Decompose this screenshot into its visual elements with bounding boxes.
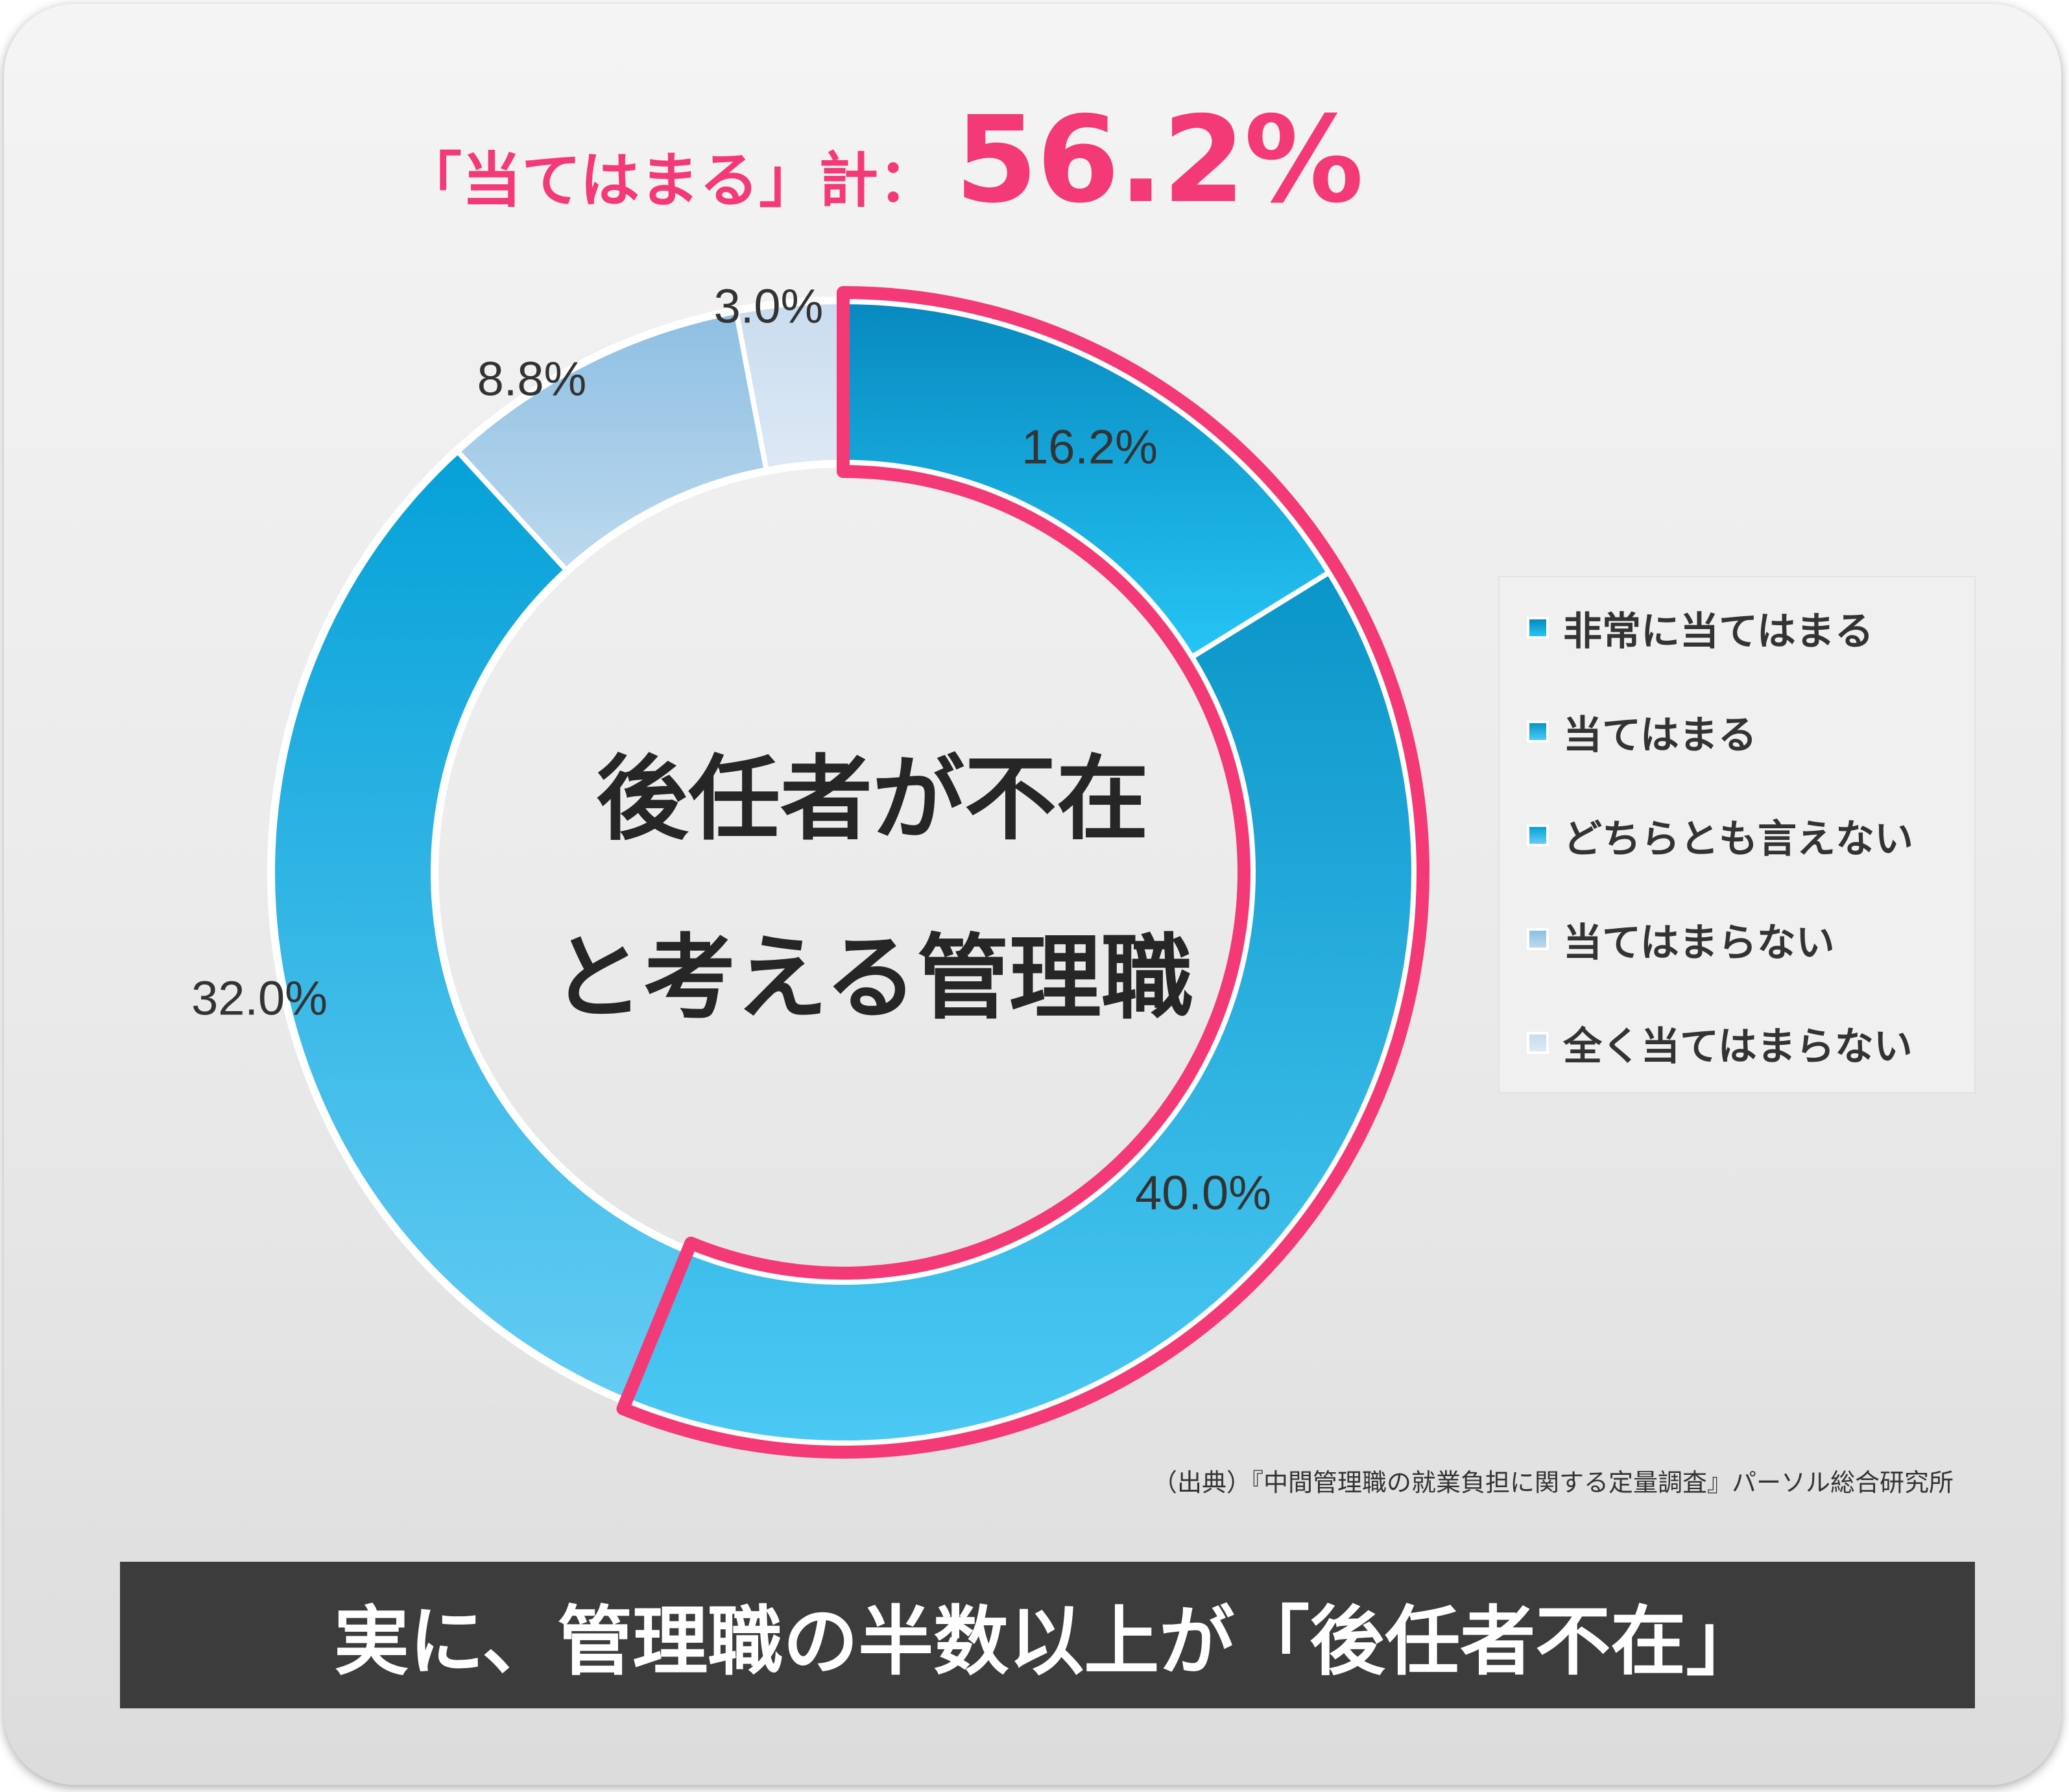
donut-slice-2	[623, 569, 1417, 1446]
highlight-total-label: 「当てはまる」計：	[402, 146, 939, 215]
data-label-3: 32.0%	[191, 972, 328, 1025]
legend-item-3: どちらとも言えない	[1527, 809, 1913, 862]
data-label-1: 16.2%	[1022, 420, 1158, 474]
legend-swatch-5	[1527, 1032, 1549, 1054]
data-label-2: 40.0%	[1135, 1166, 1271, 1220]
source-citation: （出典）『中間管理職の就業負担に関する定量調査』パーソル総合研究所	[1152, 1468, 1954, 1497]
donut-slice-1	[841, 299, 1332, 660]
highlight-total-value: 56.2%	[955, 91, 1363, 230]
legend-label-1: 非常に当てはまる	[1563, 608, 1874, 654]
legend-label-3: どちらとも言えない	[1563, 816, 1913, 862]
legend-label-4: 当てはまらない	[1563, 920, 1835, 966]
highlight-total: 「当てはまる」計： 56.2%	[402, 91, 1364, 240]
conclusion-banner: 実に、管理職の半数以上が「後任者不在」	[120, 1562, 1975, 1708]
legend-item-2: 当てはまる	[1527, 706, 1757, 758]
legend-item-4: 当てはまらない	[1527, 913, 1835, 966]
legend-label-5: 全く当てはまらない	[1563, 1023, 1913, 1069]
chart-center-title: 後任者が不在 と考える管理職	[448, 710, 1297, 1068]
data-label-5: 3.0%	[714, 280, 824, 333]
data-label-4: 8.8%	[477, 352, 587, 406]
legend-swatch-3	[1527, 824, 1549, 846]
chart-legend: 非常に当てはまる 当てはまる どちらとも言えない 当てはまらない 全く当てはまら…	[1498, 576, 1976, 1093]
legend-item-5: 全く当てはまらない	[1527, 1017, 1913, 1069]
donut-slice-3	[270, 448, 690, 1404]
legend-label-2: 当てはまる	[1563, 712, 1757, 758]
center-title-line2: と考える管理職	[551, 925, 1193, 1032]
highlight-outline	[616, 286, 1429, 1459]
legend-swatch-4	[1527, 928, 1549, 950]
legend-swatch-1	[1527, 617, 1549, 639]
legend-swatch-2	[1527, 721, 1549, 743]
legend-item-1: 非常に当てはまる	[1527, 602, 1874, 654]
center-title-line1: 後任者が不在	[596, 746, 1149, 853]
